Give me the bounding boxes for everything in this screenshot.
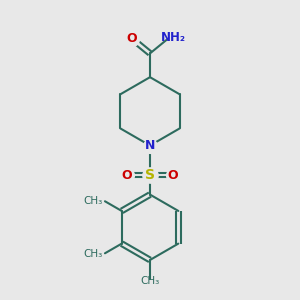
- Text: NH₂: NH₂: [161, 31, 186, 44]
- Text: CH₃: CH₃: [140, 276, 160, 286]
- Text: S: S: [145, 168, 155, 182]
- Text: CH₃: CH₃: [84, 249, 103, 259]
- Text: O: O: [168, 169, 178, 182]
- Text: O: O: [122, 169, 132, 182]
- Text: CH₃: CH₃: [84, 196, 103, 206]
- Text: N: N: [145, 139, 155, 152]
- Text: O: O: [127, 32, 137, 45]
